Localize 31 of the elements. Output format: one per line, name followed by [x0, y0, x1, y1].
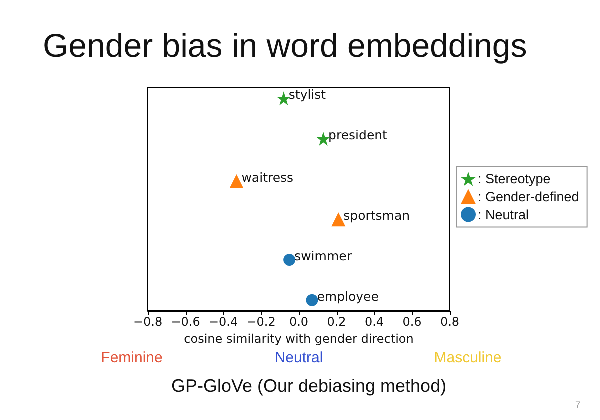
annotation: president [328, 127, 388, 142]
legend-label: : Gender-defined [478, 189, 580, 204]
text: Neutral [274, 350, 324, 366]
annotation: stylist [288, 87, 326, 102]
x-tick-label: 0.2 [327, 315, 346, 329]
chart-title: Gender bias in word embeddings [43, 27, 528, 64]
x-tick-label: −0.8 [133, 315, 163, 329]
x-tick-label: 0.0 [289, 315, 309, 329]
text: GP-GloVe (Our debiasing method) [171, 376, 447, 396]
point [306, 294, 318, 306]
point [276, 92, 291, 106]
x-tick-label: 0.8 [440, 315, 460, 329]
legend-label: : Neutral [478, 207, 530, 222]
point [284, 254, 296, 266]
point [332, 212, 346, 227]
point [316, 132, 331, 146]
x-tick-label: 0.4 [364, 315, 384, 329]
point [230, 174, 244, 188]
legend-label: : Stereotype [478, 172, 551, 187]
x-tick-label: −0.4 [208, 315, 238, 329]
text: 7 [575, 400, 581, 410]
x-tick-label: 0.6 [402, 315, 422, 329]
x-tick-label: −0.2 [246, 315, 276, 329]
annotation: employee [317, 288, 380, 304]
annotation: swimmer [294, 248, 353, 264]
text: Masculine [434, 350, 502, 366]
text: Feminine [101, 350, 163, 366]
x-tick-label: −0.6 [171, 315, 200, 329]
annotation: sportsman [344, 208, 410, 224]
x-axis-title: cosine similarity with gender direction [184, 332, 414, 346]
annotation: waitress [242, 170, 294, 185]
